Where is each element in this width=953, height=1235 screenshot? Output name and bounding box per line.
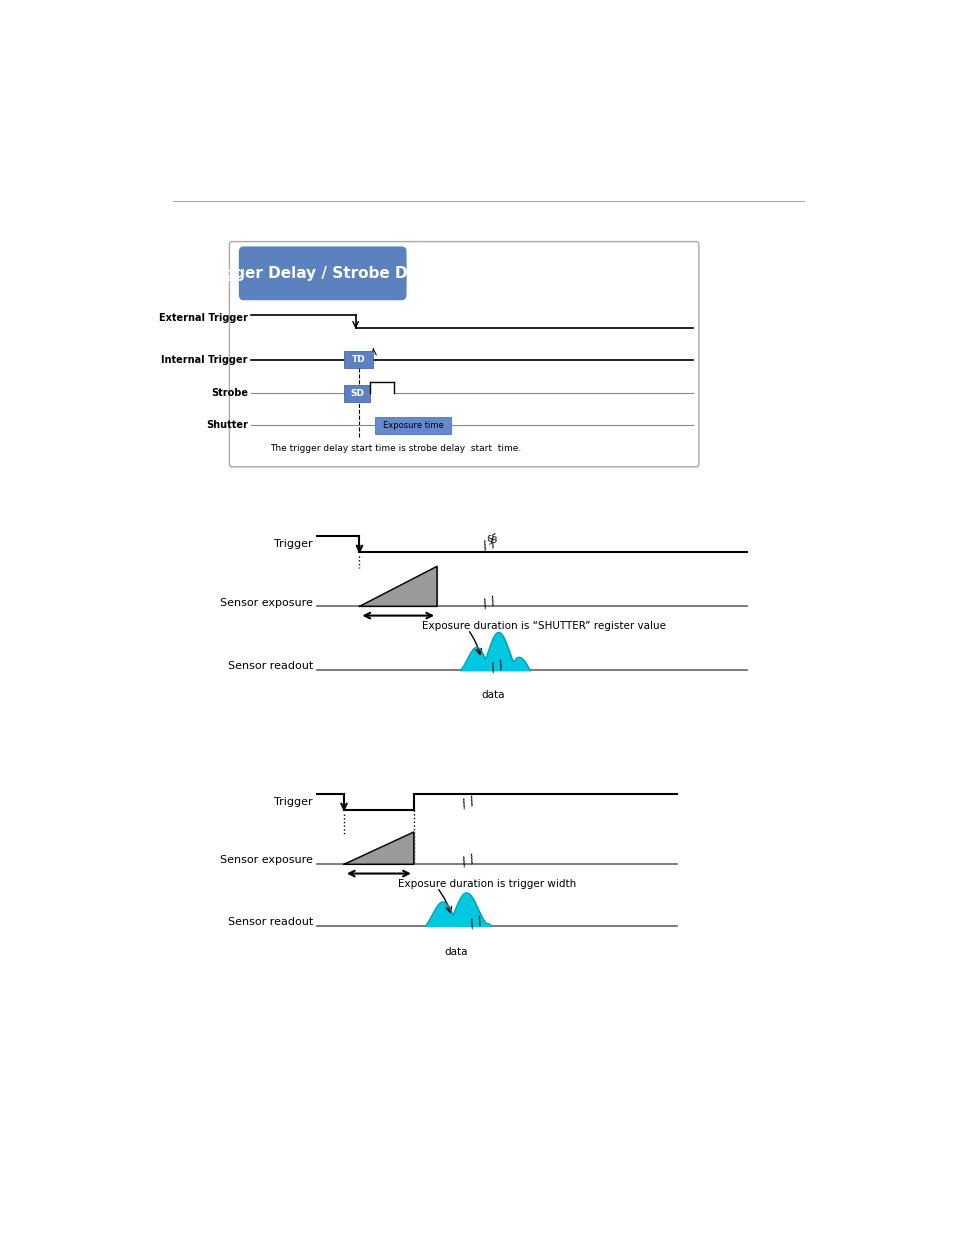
- Text: The trigger delay start time is strobe delay  start  time.: The trigger delay start time is strobe d…: [270, 445, 521, 453]
- Text: Shutter: Shutter: [206, 420, 248, 431]
- FancyBboxPatch shape: [229, 242, 699, 467]
- Text: Sensor readout: Sensor readout: [228, 662, 313, 672]
- FancyBboxPatch shape: [238, 247, 406, 300]
- Text: data: data: [480, 690, 504, 700]
- Polygon shape: [359, 567, 436, 606]
- Text: Trigger: Trigger: [274, 538, 313, 550]
- Bar: [344, 352, 373, 368]
- Text: / /: / /: [467, 914, 483, 930]
- Text: Exposure duration is trigger width: Exposure duration is trigger width: [397, 878, 576, 888]
- Text: Sensor readout: Sensor readout: [228, 918, 313, 927]
- Text: Exposure duration is “SHUTTER” register value: Exposure duration is “SHUTTER” register …: [421, 621, 665, 631]
- Bar: [344, 384, 370, 401]
- Text: Sensor exposure: Sensor exposure: [220, 856, 313, 866]
- Bar: [375, 417, 451, 433]
- Text: data: data: [444, 947, 468, 957]
- Text: Internal Trigger: Internal Trigger: [161, 354, 248, 366]
- Text: Strobe: Strobe: [211, 388, 248, 398]
- Text: External Trigger: External Trigger: [159, 312, 248, 322]
- Text: Sensor exposure: Sensor exposure: [220, 598, 313, 608]
- Text: Exposure time: Exposure time: [382, 421, 443, 430]
- Text: / /: / /: [480, 536, 497, 552]
- Text: Trigger Delay / Strobe Delay: Trigger Delay / Strobe Delay: [202, 266, 443, 280]
- Text: / /: / /: [459, 852, 476, 868]
- Text: §§: §§: [485, 532, 499, 545]
- Text: SD: SD: [350, 389, 364, 398]
- Text: / /: / /: [459, 794, 476, 810]
- Text: Trigger: Trigger: [274, 797, 313, 806]
- Text: / /: / /: [488, 658, 504, 674]
- Text: / /: / /: [480, 594, 497, 611]
- Polygon shape: [344, 832, 414, 864]
- Text: TD: TD: [352, 356, 365, 364]
